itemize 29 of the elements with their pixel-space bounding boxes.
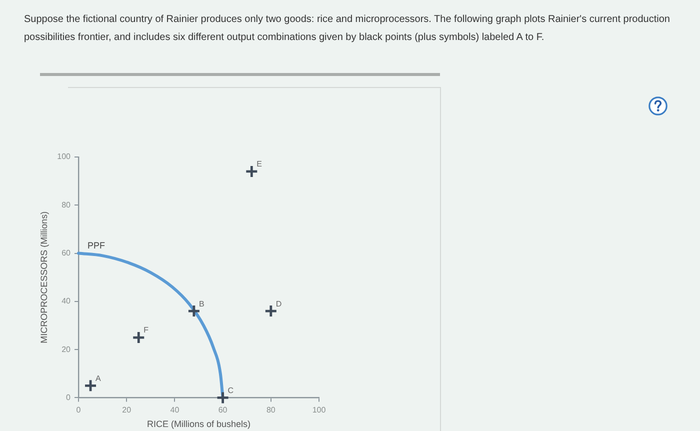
- x-tick-label: 60: [218, 406, 228, 415]
- x-axis-title: RICE (Millions of bushels): [146, 419, 251, 430]
- x-tick-label: 40: [170, 406, 180, 415]
- annotation: C: [228, 386, 234, 395]
- y-tick-label: 40: [62, 296, 72, 306]
- annotation: A: [96, 374, 102, 383]
- point: [264, 304, 278, 318]
- point: [187, 304, 201, 318]
- y-tick-label: 100: [57, 152, 72, 162]
- point: [84, 378, 98, 392]
- point: [132, 330, 146, 344]
- x-tick-label: 80: [266, 406, 276, 415]
- annotation: E: [256, 160, 262, 169]
- y-axis-title: MICROPROCESSORS (Millions): [38, 211, 49, 344]
- y-tick-label: 0: [66, 392, 72, 402]
- series-label: PPF: [88, 240, 106, 250]
- x-tick-label: 20: [122, 406, 132, 415]
- line-series: [77, 252, 224, 400]
- y-tick-label: 20: [62, 344, 72, 354]
- y-tick-label: 60: [62, 248, 72, 258]
- annotation: B: [198, 299, 204, 308]
- point: [244, 164, 258, 178]
- point: [216, 391, 230, 404]
- text: Suppose the fictional country of Rainier produces only two goods: rice and microprocessors. The following graph plots Rainier's current production possibilities frontier, and includes six different output combinations given by black points (plus symbols) labeled A to F.: [24, 13, 671, 45]
- annotation: F: [144, 326, 149, 335]
- annotation: D: [276, 299, 282, 308]
- x-tick-label: 0: [76, 406, 82, 415]
- x-tick-label: 100: [312, 406, 326, 415]
- y-tick-label: 80: [62, 200, 72, 210]
